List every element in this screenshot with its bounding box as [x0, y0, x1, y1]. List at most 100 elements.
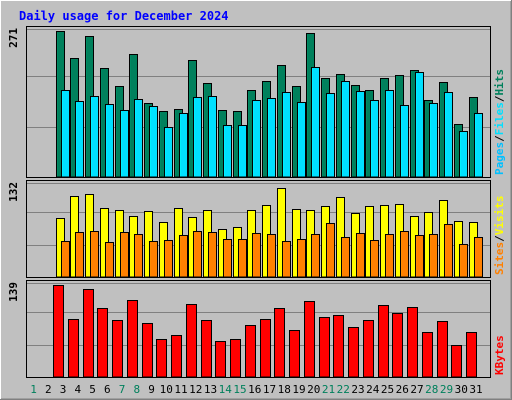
x-tick-label: 19 [292, 383, 305, 396]
bar-sites [120, 232, 129, 278]
bar-files [120, 110, 129, 178]
bar-kbytes [437, 321, 448, 378]
bar-sites [356, 233, 365, 278]
bar-visits [277, 188, 286, 278]
x-tick-label: 16 [248, 383, 261, 396]
axis-label-part: Pages [493, 142, 506, 175]
bar-files [415, 72, 424, 178]
x-tick-label: 14 [219, 383, 233, 396]
bar-kbytes [186, 304, 197, 378]
bar-sites [252, 233, 261, 278]
bar-kbytes [260, 319, 271, 378]
bar-kbytes [274, 308, 285, 378]
bar-files [208, 96, 217, 178]
x-tick-label: 22 [337, 383, 350, 396]
bar-files [134, 99, 143, 178]
bar-sites [149, 241, 158, 278]
axis-series-label: KBytes [493, 335, 506, 375]
bar-kbytes [348, 327, 359, 378]
bar-sites [400, 231, 409, 278]
x-tick-label: 10 [160, 383, 173, 396]
bar-sites [238, 239, 247, 278]
bar-files [370, 100, 379, 178]
bar-files [459, 131, 468, 178]
bar-sites [105, 242, 114, 278]
bar-files [474, 113, 483, 178]
bar-sites [179, 235, 188, 278]
axis-label-part: / [493, 95, 506, 102]
x-tick-label: 12 [189, 383, 202, 396]
bar-kbytes [363, 320, 374, 378]
bar-sites [429, 234, 438, 278]
x-tick-label: 26 [396, 383, 409, 396]
x-tick-label: 27 [410, 383, 423, 396]
panel-visits-sites: 132 Sites/Visits [7, 180, 506, 278]
bar-kbytes [142, 323, 153, 378]
bar-sites [341, 237, 350, 278]
bar-files [75, 101, 84, 178]
bar-sites [134, 234, 143, 278]
x-tick-label: 7 [119, 383, 126, 396]
x-tick-label: 3 [60, 383, 67, 396]
bar-kbytes [378, 305, 389, 378]
bar-kbytes [53, 285, 64, 378]
x-tick-label: 8 [133, 383, 140, 396]
x-tick-label: 25 [381, 383, 394, 396]
x-tick-label: 11 [174, 383, 187, 396]
x-tick-label: 5 [89, 383, 96, 396]
bar-sites [61, 241, 70, 278]
bar-files [105, 104, 114, 178]
y-max-label: 139 [7, 282, 20, 302]
bar-sites [297, 239, 306, 278]
bar-kbytes [83, 289, 94, 378]
bar-sites [193, 231, 202, 278]
x-tick-label: 23 [351, 383, 364, 396]
x-tick-label: 15 [233, 383, 246, 396]
bar-kbytes [156, 339, 167, 378]
x-tick-label: 18 [278, 383, 291, 396]
chart-panels: 271Pages/Files/Hits132Sites/Visits139KBy… [7, 26, 506, 378]
bar-kbytes [230, 339, 241, 378]
axis-label-part: Hits [493, 69, 506, 96]
bar-kbytes [171, 335, 182, 378]
axis-label-part: Visits [493, 196, 506, 236]
panel-kbytes: 139 KBytes [7, 280, 506, 378]
bar-files [267, 98, 276, 178]
bar-sites [326, 223, 335, 278]
bar-files [444, 92, 453, 178]
bar-sites [311, 234, 320, 278]
x-tick-label: 28 [425, 383, 438, 396]
bar-sites [75, 232, 84, 278]
bar-kbytes [112, 320, 123, 378]
axis-label-part: / [493, 235, 506, 242]
bar-kbytes [451, 345, 462, 378]
x-tick-label: 21 [322, 383, 335, 396]
bar-files [297, 102, 306, 178]
bar-files [149, 106, 158, 178]
bar-files [252, 100, 261, 178]
bar-kbytes [392, 313, 403, 378]
bar-sites [415, 235, 424, 278]
axis-label-part: KBytes [493, 335, 506, 375]
x-tick-label: 17 [263, 383, 276, 396]
x-axis-labels: 1 2 3 4 5 6 7 8 9 10 11 12 13 14 15 16 17 18 19 20 21 22 23 24 2… [30, 383, 482, 396]
bar-sites [370, 240, 379, 278]
bar-files [179, 113, 188, 178]
x-tick-label: 24 [366, 383, 380, 396]
x-tick-label: 9 [148, 383, 155, 396]
bar-kbytes [407, 307, 418, 378]
axis-series-label: Sites/Visits [493, 196, 506, 276]
bar-files [341, 81, 350, 178]
bar-sites [385, 234, 394, 278]
bar-kbytes [422, 332, 433, 378]
bar-kbytes [289, 330, 300, 378]
x-tick-label: 4 [74, 383, 81, 396]
bar-kbytes [201, 320, 212, 378]
bar-kbytes [127, 300, 138, 378]
x-tick-label: 29 [440, 383, 453, 396]
bar-sites [90, 231, 99, 278]
x-tick-label: 6 [104, 383, 111, 396]
bar-files [385, 90, 394, 178]
